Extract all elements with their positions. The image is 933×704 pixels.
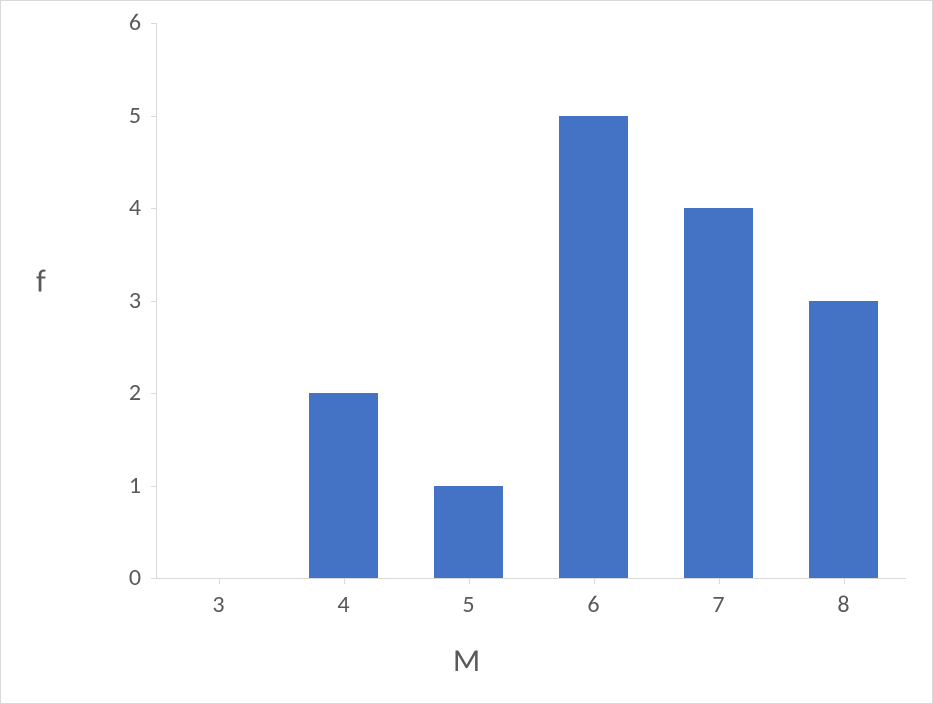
x-tick-mark — [594, 578, 595, 584]
x-tick-mark — [844, 578, 845, 584]
x-axis-line — [156, 578, 906, 579]
bar — [434, 486, 503, 579]
x-tick-label: 6 — [574, 590, 614, 619]
y-tick-label: 2 — [111, 378, 141, 407]
bar — [309, 393, 378, 578]
y-tick-label: 6 — [111, 8, 141, 37]
y-axis-title: f — [36, 262, 46, 301]
y-tick-label: 0 — [111, 563, 141, 592]
y-tick-mark — [151, 578, 157, 579]
y-tick-mark — [151, 393, 157, 394]
y-tick-mark — [151, 208, 157, 209]
y-tick-mark — [151, 23, 157, 24]
bar — [559, 116, 628, 579]
bar — [684, 208, 753, 578]
x-tick-label: 3 — [199, 590, 239, 619]
x-tick-mark — [719, 578, 720, 584]
plot-area — [156, 23, 906, 578]
y-tick-mark — [151, 116, 157, 117]
y-tick-label: 4 — [111, 193, 141, 222]
x-axis-title: M — [453, 641, 480, 680]
x-tick-label: 7 — [699, 590, 739, 619]
x-tick-label: 8 — [824, 590, 864, 619]
x-tick-label: 5 — [449, 590, 489, 619]
y-tick-label: 3 — [111, 286, 141, 315]
y-tick-label: 1 — [111, 471, 141, 500]
bar — [809, 301, 878, 579]
y-tick-mark — [151, 301, 157, 302]
chart-container: f M 0 1 2 3 4 5 6 3 4 5 6 7 8 — [0, 0, 933, 704]
x-tick-mark — [469, 578, 470, 584]
y-tick-mark — [151, 486, 157, 487]
x-tick-mark — [219, 578, 220, 584]
x-tick-mark — [344, 578, 345, 584]
y-tick-label: 5 — [111, 101, 141, 130]
x-tick-label: 4 — [324, 590, 364, 619]
